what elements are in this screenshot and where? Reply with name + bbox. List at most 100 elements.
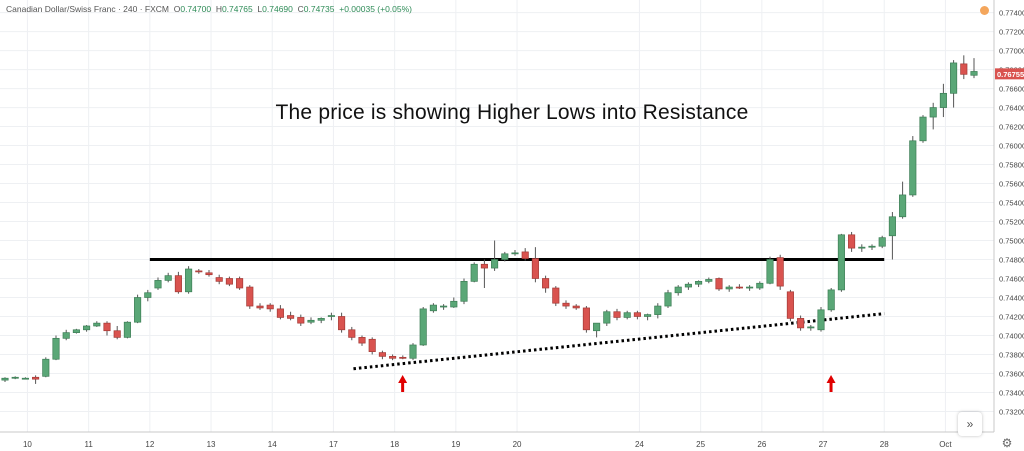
candle-body xyxy=(664,292,672,307)
candle-body xyxy=(950,62,958,94)
high-value: 0.74765 xyxy=(221,4,253,14)
time-tick-label: 26 xyxy=(757,440,766,449)
candle-body xyxy=(225,278,233,285)
candle-body xyxy=(83,325,91,331)
candle-body xyxy=(123,321,131,338)
candle-body xyxy=(623,312,631,318)
price-tick-label: 0.75200 xyxy=(999,218,1024,227)
candle-body xyxy=(389,356,397,359)
candle-body xyxy=(735,286,743,289)
candle-body xyxy=(440,305,448,308)
candle-body xyxy=(32,376,40,380)
low-label: L xyxy=(257,4,263,14)
candle-body xyxy=(582,307,590,331)
candle-body xyxy=(52,337,60,360)
candle-body xyxy=(287,315,295,319)
candle-body xyxy=(807,326,815,329)
candle-body xyxy=(62,332,70,339)
open-value: 0.74700 xyxy=(180,4,212,14)
time-axis[interactable]: 10 11 12 13 14 17 18 19 20 24 25 26 27 28 Oct xyxy=(0,431,994,449)
candle-body xyxy=(113,330,121,338)
drawing-lines[interactable] xyxy=(149,258,885,371)
candle-body xyxy=(593,322,601,332)
time-tick-label: Oct xyxy=(939,440,952,449)
candle-body xyxy=(42,358,50,377)
candle-body xyxy=(633,312,641,317)
candle-body xyxy=(654,305,662,315)
candle-body xyxy=(715,278,723,290)
price-tick-label: 0.74200 xyxy=(999,312,1024,321)
price-tick-label: 0.76600 xyxy=(999,85,1024,94)
arrows xyxy=(398,375,836,392)
higher-lows-trendline[interactable] xyxy=(353,312,885,371)
chevrons-right-icon[interactable]: » xyxy=(958,412,982,436)
candle-body xyxy=(695,281,703,285)
candle-body xyxy=(756,282,764,289)
candle-body xyxy=(317,318,325,321)
candle-body xyxy=(11,376,19,379)
candle-body xyxy=(144,292,152,298)
price-badge-group: 0.76755 xyxy=(995,68,1024,80)
candle-body xyxy=(399,356,407,359)
price-tick-label: 0.76200 xyxy=(999,123,1024,132)
candle-body xyxy=(929,107,937,118)
candle-body xyxy=(195,270,203,273)
price-tick-label: 0.73800 xyxy=(999,350,1024,359)
price-tick-label: 0.76400 xyxy=(999,104,1024,113)
candle-body xyxy=(766,259,774,284)
price-tick-label: 0.73400 xyxy=(999,388,1024,397)
price-tick-label: 0.77000 xyxy=(999,47,1024,56)
change-value: +0.00035 (+0.05%) xyxy=(339,4,413,14)
candle-body xyxy=(521,251,529,259)
candle-body xyxy=(327,315,335,317)
candle-body xyxy=(174,275,182,293)
candle-body xyxy=(797,318,805,329)
candle-body xyxy=(531,258,539,279)
price-tick-label: 0.75600 xyxy=(999,180,1024,189)
candle-body xyxy=(1,377,9,381)
time-tick-label: 20 xyxy=(513,440,522,449)
candle-body xyxy=(542,278,550,289)
candle-body xyxy=(236,278,244,289)
red-up-arrow xyxy=(398,375,408,392)
price-tick-label: 0.77200 xyxy=(999,28,1024,37)
price-tick-label: 0.74000 xyxy=(999,331,1024,340)
time-tick-label: 25 xyxy=(696,440,705,449)
candle-body xyxy=(644,314,652,317)
candle-body xyxy=(93,322,101,327)
time-tick-label: 24 xyxy=(635,440,644,449)
time-tick-label: 18 xyxy=(390,440,399,449)
candle-body xyxy=(878,237,886,247)
time-tick-label: 12 xyxy=(145,440,154,449)
price-tick-label: 0.73600 xyxy=(999,369,1024,378)
candle-body xyxy=(562,302,570,307)
candle-body xyxy=(480,263,488,269)
time-tick-label: 27 xyxy=(819,440,828,449)
price-tick-label: 0.75800 xyxy=(999,161,1024,170)
candle-body xyxy=(858,246,866,249)
candle-body xyxy=(21,377,29,380)
gear-icon[interactable]: ⚙ xyxy=(1001,436,1013,450)
candle-body xyxy=(276,308,284,318)
candle-body xyxy=(154,280,162,289)
symbol-label[interactable]: Canadian Dollar/Swiss Franc · 240 · FXCM xyxy=(6,4,169,14)
candle-body xyxy=(470,263,478,282)
price-tick-label: 0.75400 xyxy=(999,199,1024,208)
alert-dot-icon[interactable] xyxy=(980,6,989,15)
price-tick-label: 0.77400 xyxy=(999,9,1024,18)
candle-body xyxy=(746,286,754,289)
high-label: H xyxy=(215,4,222,14)
time-tick-label: 11 xyxy=(84,440,93,449)
candle-body xyxy=(868,245,876,248)
candle-body xyxy=(368,338,376,352)
close-label: C xyxy=(297,4,304,14)
candle-body xyxy=(103,322,111,332)
time-tick-label: 19 xyxy=(451,440,460,449)
open-label: O xyxy=(173,4,181,14)
candles xyxy=(1,55,978,384)
candle-body xyxy=(511,252,519,255)
candle-body xyxy=(899,194,907,218)
price-axis[interactable]: 0.774000.772000.770000.768000.766000.764… xyxy=(993,0,1024,451)
price-tick-label: 0.74600 xyxy=(999,275,1024,284)
